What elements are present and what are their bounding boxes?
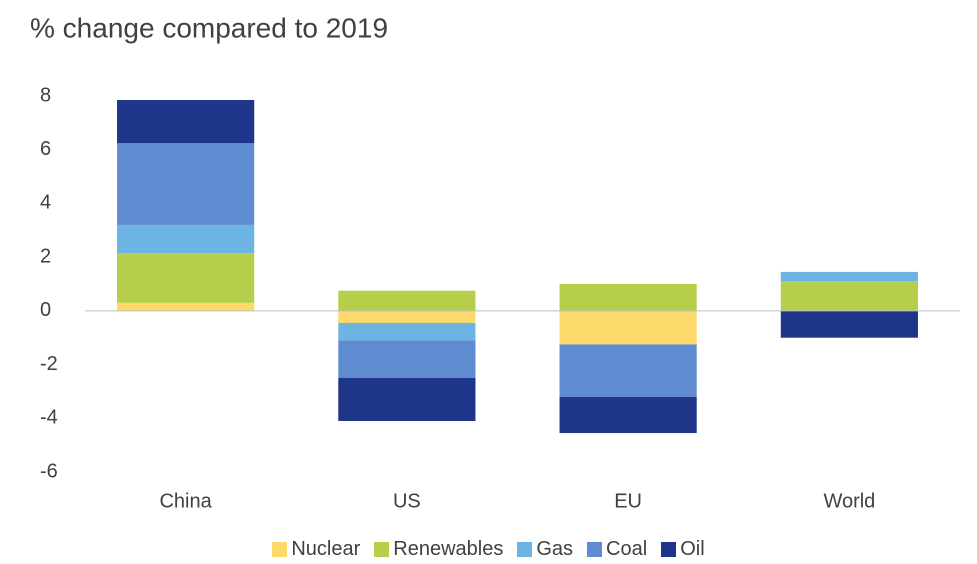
bar-segment bbox=[338, 378, 476, 421]
bar-segment bbox=[338, 322, 476, 341]
bar-segment bbox=[780, 271, 918, 282]
legend-swatch bbox=[517, 542, 533, 557]
bar-segment bbox=[117, 253, 255, 303]
x-tick-label: US bbox=[393, 490, 421, 512]
y-tick-label: -4 bbox=[40, 407, 58, 429]
legend-label: Gas bbox=[536, 538, 574, 560]
bar-segment bbox=[117, 143, 255, 225]
legend-swatch bbox=[374, 542, 390, 557]
legend-label: Renewables bbox=[393, 538, 504, 560]
legend-swatch bbox=[272, 542, 288, 557]
legend-label: Oil bbox=[680, 538, 705, 560]
x-tick-label: EU bbox=[614, 490, 642, 512]
bar-segment bbox=[780, 310, 918, 338]
bar-segment bbox=[559, 310, 697, 345]
y-tick-label: 0 bbox=[40, 299, 51, 321]
bar-segment bbox=[559, 396, 697, 434]
bar-segment bbox=[117, 302, 255, 311]
y-tick-label: 8 bbox=[40, 84, 51, 106]
y-tick-label: -6 bbox=[40, 460, 58, 482]
x-tick-label: China bbox=[159, 490, 212, 512]
y-tick-label: 6 bbox=[40, 138, 51, 160]
y-tick-label: 4 bbox=[40, 192, 51, 214]
y-tick-label: 2 bbox=[40, 245, 51, 267]
bar-segment bbox=[559, 344, 697, 397]
legend-item: Renewables bbox=[374, 538, 503, 561]
bar-segment bbox=[117, 100, 255, 143]
bar-segment bbox=[338, 290, 476, 311]
bar-segment bbox=[338, 310, 476, 323]
legend-swatch bbox=[661, 542, 677, 557]
bar-segment bbox=[780, 281, 918, 311]
legend-label: Coal bbox=[606, 538, 648, 560]
legend-item: Oil bbox=[661, 538, 705, 561]
y-tick-label: -2 bbox=[40, 353, 58, 375]
legend-item: Coal bbox=[587, 538, 647, 561]
chart-subtitle: % change compared to 2019 bbox=[30, 12, 388, 43]
legend: Nuclear Renewables Gas Coal Oil bbox=[0, 538, 977, 561]
bar-segment bbox=[559, 284, 697, 311]
legend-swatch bbox=[587, 542, 603, 557]
bar-segment bbox=[117, 224, 255, 254]
legend-label: Nuclear bbox=[291, 538, 361, 560]
bar-segment bbox=[338, 340, 476, 378]
legend-item: Nuclear bbox=[272, 538, 360, 561]
x-tick-label: World bbox=[823, 490, 875, 512]
legend-item: Gas bbox=[517, 538, 573, 561]
